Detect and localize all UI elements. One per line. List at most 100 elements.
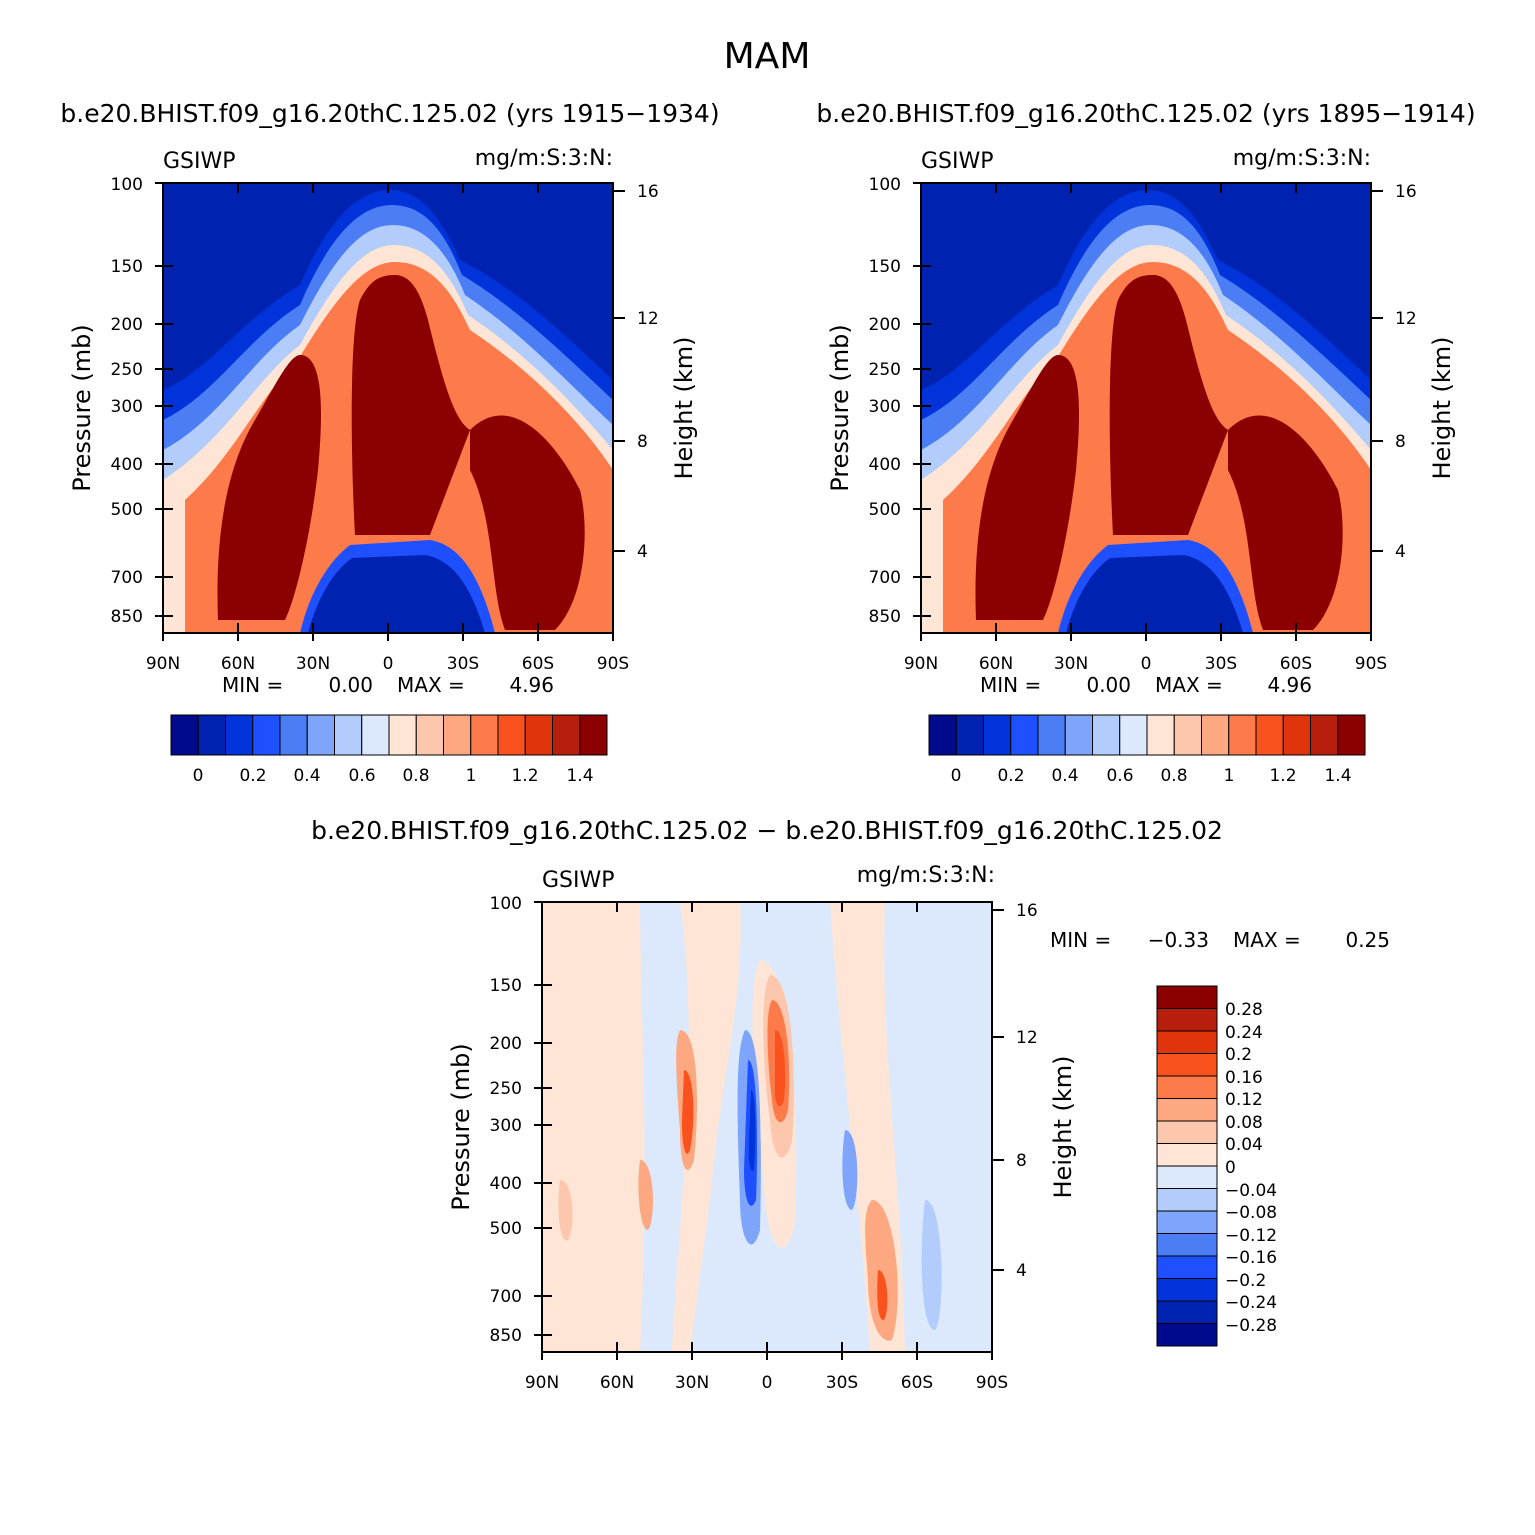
field-north-patch [558, 1180, 573, 1241]
field-60n-patch [638, 1160, 653, 1230]
x-tick-label: 90S [1355, 654, 1387, 674]
panel-c-colorbar [1156, 985, 1218, 1347]
colorbar-swatch [1156, 1188, 1218, 1212]
panel-c-min-label: MIN = [1050, 928, 1111, 952]
y-tick-label: 200 [869, 315, 901, 335]
y-tick-label: 400 [111, 455, 143, 475]
colorbar-label: 0 [951, 766, 962, 786]
panel-c-max-value: 0.25 [1345, 928, 1390, 952]
x-tick-label: 60N [221, 654, 255, 674]
panel-b-min-value: 0.00 [1086, 673, 1131, 697]
y-tick-label: 700 [111, 568, 143, 588]
field-30n-core [682, 1070, 694, 1154]
colorbar-swatch [1092, 714, 1121, 756]
panel-b-x-ticks: 90N 60N 30N 0 30S 60S 90S [904, 654, 1387, 674]
x-tick-label: 60S [1280, 654, 1312, 674]
figure-title: MAM [724, 36, 811, 77]
colorbar-swatch [1156, 985, 1218, 1009]
field-pocket [1066, 555, 1243, 633]
panel-b-axes: 90N 60N 30N 0 30S 60S 90S 100 150 200 25… [826, 175, 1456, 674]
colorbar-label: −0.28 [1225, 1316, 1277, 1336]
y-tick-label: 500 [490, 1219, 522, 1239]
x-tick-label: 30N [1054, 654, 1088, 674]
y-tick-label: 100 [111, 175, 143, 195]
y2-tick-label: 8 [1016, 1151, 1027, 1171]
colorbar-swatch [1282, 714, 1311, 756]
colorbar-swatch [955, 714, 984, 756]
y-tick-label: 400 [869, 455, 901, 475]
svg-text:0: 0 [383, 654, 394, 674]
panel-c-max-label: MAX = [1233, 928, 1301, 952]
colorbar-swatch [1146, 714, 1175, 756]
y-tick-label: 100 [490, 894, 522, 914]
x-tick-label: 30S [447, 654, 479, 674]
colorbar-label: 0.28 [1225, 1000, 1263, 1020]
panel-a-title: b.e20.BHIST.f09_g16.20thC.125.02 (yrs 19… [60, 99, 719, 128]
field-pocket [308, 555, 485, 633]
y-tick-label: 300 [869, 397, 901, 417]
panel-a-x-ticks: 90N 60N 30N 0 30S 60S 90S [146, 654, 629, 674]
colorbar-swatch [1255, 714, 1284, 756]
x-tick-label: 0 [762, 1373, 773, 1393]
y-tick-label: 500 [869, 500, 901, 520]
svg-text:60S: 60S [522, 654, 554, 674]
colorbar-swatch [1156, 1075, 1218, 1099]
x-tick-label: 0 [1141, 654, 1152, 674]
panel-a-min-value: 0.00 [328, 673, 373, 697]
panel-c-x-ticks: 90N 60N 30N 0 30S 60S 90S [525, 1373, 1008, 1393]
panel-b-max-value: 4.96 [1267, 673, 1312, 697]
colorbar-swatch [1156, 1008, 1218, 1032]
x-tick-label: 90N [904, 654, 938, 674]
colorbar-label: 0.12 [1225, 1090, 1263, 1110]
svg-text:30N: 30N [296, 654, 330, 674]
x-tick-label: 90N [146, 654, 180, 674]
y2-tick-label: 16 [637, 182, 659, 202]
field-60s-plume [865, 1200, 898, 1341]
panel-c-y-ticks: 100 150 200 250 300 400 500 700 850 [490, 894, 522, 1346]
colorbar-swatch [1310, 714, 1339, 756]
x-tick-label: 90S [597, 654, 629, 674]
colorbar-swatch [497, 714, 526, 756]
panel-a-y2label: Height (km) [670, 337, 698, 480]
colorbar-swatch [1156, 1053, 1218, 1077]
svg-text:30S: 30S [447, 654, 479, 674]
colorbar-label: −0.08 [1225, 1203, 1277, 1223]
panel-c-ylabel: Pressure (mb) [447, 1043, 475, 1210]
y-tick-label: 200 [111, 315, 143, 335]
panel-b-variable-label: GSIWP [921, 149, 994, 174]
panel-a-field [163, 183, 613, 633]
y2-tick-label: 4 [1016, 1261, 1027, 1281]
x-tick-label: 60N [979, 654, 1013, 674]
colorbar-swatch [1156, 1278, 1218, 1302]
y-tick-label: 400 [490, 1174, 522, 1194]
x-tick-label: 60N [600, 1373, 634, 1393]
panel-a-y-tick-marks [155, 182, 173, 617]
colorbar-label: −0.24 [1225, 1293, 1277, 1313]
colorbar-swatch [415, 714, 444, 756]
y-tick-label: 850 [111, 607, 143, 627]
colorbar-label: 0.6 [348, 766, 375, 786]
colorbar-swatch [1156, 1098, 1218, 1122]
panel-c-y2label: Height (km) [1049, 1056, 1077, 1199]
y-tick-label: 250 [490, 1079, 522, 1099]
y2-tick-label: 16 [1395, 182, 1417, 202]
panel-b-max-label: MAX = [1155, 673, 1223, 697]
field-negative-core [748, 1090, 756, 1171]
y-tick-label: 200 [490, 1034, 522, 1054]
panel-b-units-label: mg/m:S:3:N: [1233, 146, 1371, 171]
x-tick-label: 30N [296, 654, 330, 674]
panel-a-min-label: MIN = [222, 673, 283, 697]
panel-a-axes: 90N 60N 30N 0 30S 60S 90S 100 150 200 25… [68, 175, 698, 674]
colorbar-label: 0.2 [1225, 1045, 1252, 1065]
y-tick-label: 250 [869, 360, 901, 380]
y2-tick-label: 12 [1395, 309, 1417, 329]
panel-a-ylabel: Pressure (mb) [68, 324, 96, 491]
y-tick-label: 150 [111, 257, 143, 277]
panel-c-field [542, 902, 992, 1352]
colorbar-label: 0.2 [239, 766, 266, 786]
panel-b-ylabel: Pressure (mb) [826, 324, 854, 491]
panel-c-y-tick-marks [534, 901, 552, 1336]
panel-a: b.e20.BHIST.f09_g16.20thC.125.02 (yrs 19… [60, 99, 719, 786]
colorbar-swatch [1156, 1210, 1218, 1234]
